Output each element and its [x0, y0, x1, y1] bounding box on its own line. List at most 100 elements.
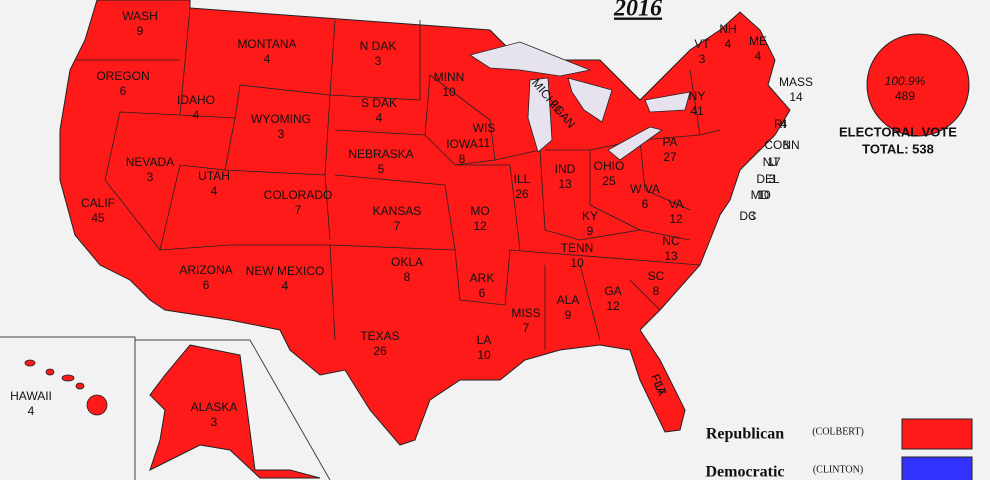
state-votes: 12 — [606, 299, 620, 313]
summary-percent: 100.9% — [885, 74, 926, 88]
state-votes: 45 — [91, 211, 105, 225]
state-votes: 3 — [211, 415, 218, 429]
state-votes: 4 — [376, 111, 383, 125]
state-votes: 9 — [137, 24, 144, 38]
state-votes: 3 — [699, 52, 706, 66]
state-votes: 3 — [278, 127, 285, 141]
state-votes: 4 — [755, 49, 762, 63]
state-name: MONTANA — [237, 37, 296, 51]
summary-total: TOTAL: 538 — [862, 141, 934, 156]
state-name: NC — [662, 234, 680, 248]
state-label: DC3 — [739, 209, 757, 223]
state-votes: 26 — [515, 187, 529, 201]
state-votes: 8 — [783, 138, 790, 152]
state-name: WASH — [122, 9, 158, 23]
state-votes: 13 — [664, 249, 678, 263]
state-name: KY — [582, 209, 598, 223]
state-name: NEBRASKA — [348, 147, 413, 161]
state-name: CONN — [764, 138, 799, 152]
state-name: NY — [689, 89, 706, 103]
state-name: VA — [668, 197, 683, 211]
legend-candidate: (CLINTON) — [813, 464, 863, 475]
usa-mainland — [59, 0, 791, 446]
state-name: ALASKA — [191, 400, 238, 414]
state-votes: 10 — [570, 256, 584, 270]
state-votes: 7 — [523, 321, 530, 335]
state-votes: 17 — [651, 380, 669, 398]
legend-party: Democratic — [705, 464, 784, 480]
state-votes: 6 — [120, 84, 127, 98]
state-votes: 4 — [28, 404, 35, 418]
summary-circle — [866, 33, 970, 137]
state-name: IDAHO — [177, 93, 215, 107]
state-votes: 8 — [404, 270, 411, 284]
state-name: COLORADO — [264, 188, 333, 202]
summary-label: ELECTORAL VOTE — [839, 124, 957, 139]
map-title: 2016 — [613, 0, 662, 22]
state-votes: 4 — [264, 52, 271, 66]
state-votes: 9 — [565, 308, 572, 322]
state-name: NEVADA — [126, 155, 174, 169]
state-votes: 10 — [442, 85, 456, 99]
state-name: CALIF — [81, 196, 115, 210]
state-name: IOWA — [446, 137, 478, 151]
state-name: GA — [604, 284, 621, 298]
state-votes: 12 — [669, 212, 683, 226]
state-name: KANSAS — [373, 204, 422, 218]
state-votes: 6 — [203, 278, 210, 292]
legend-swatch — [901, 456, 973, 480]
state-votes: 41 — [690, 104, 704, 118]
state-name: LA — [477, 333, 492, 347]
state-label: SC8 — [648, 269, 665, 298]
state-name: OKLA — [391, 255, 423, 269]
state-votes: 25 — [602, 174, 616, 188]
state-votes: 4 — [781, 117, 788, 131]
state-votes: 8 — [459, 152, 466, 166]
state-votes: 3 — [749, 209, 756, 223]
state-votes: 17 — [767, 155, 781, 169]
state-label: KY9 — [582, 209, 598, 238]
state-name: WYOMING — [251, 112, 311, 126]
state-name: W VA — [630, 182, 660, 196]
state-name: DEL — [756, 172, 780, 186]
state-votes: 6 — [642, 197, 649, 211]
state-name: ARK — [470, 271, 495, 285]
state-votes: 10 — [757, 188, 771, 202]
state-name: NEW MEXICO — [246, 264, 325, 278]
state-votes: 6 — [479, 286, 486, 300]
state-votes: 26 — [373, 344, 387, 358]
state-votes: 4 — [211, 184, 218, 198]
state-votes: 12 — [473, 219, 487, 233]
state-votes: 4 — [282, 279, 289, 293]
state-name: MD — [751, 188, 770, 202]
state-votes: 27 — [663, 150, 677, 164]
state-label: RI4 — [774, 117, 788, 131]
state-name: ILL — [514, 172, 531, 186]
state-name: TEXAS — [360, 329, 399, 343]
state-name: N DAK — [360, 39, 397, 53]
